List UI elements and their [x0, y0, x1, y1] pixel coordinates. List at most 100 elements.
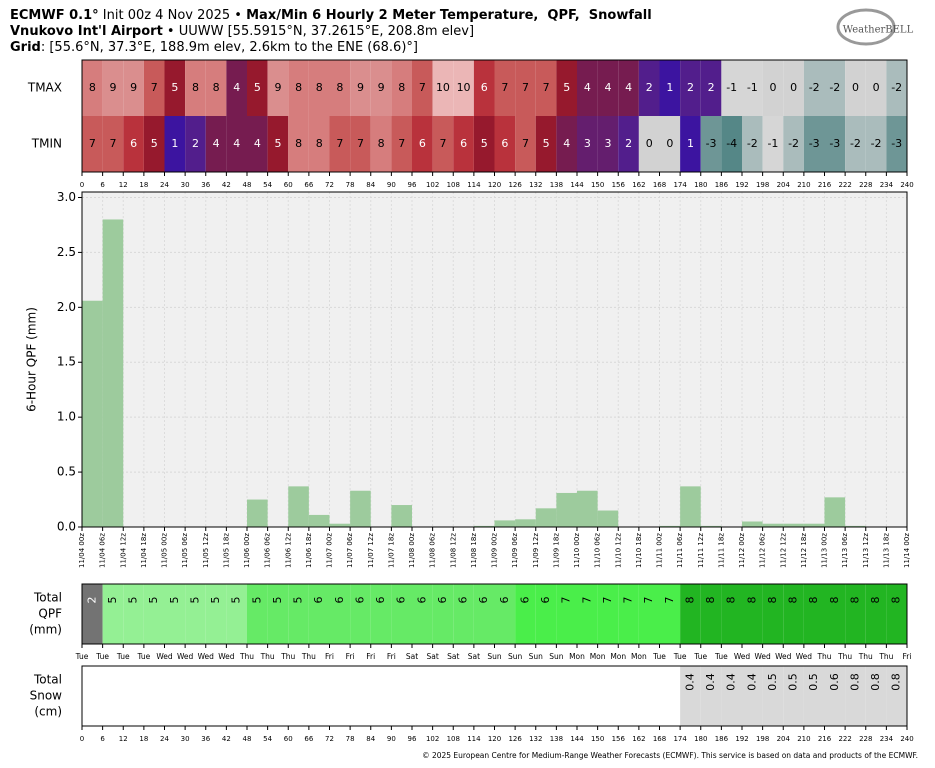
temp-cell [721, 60, 742, 116]
x-tick-label: 30 [181, 181, 190, 189]
bar [680, 486, 701, 527]
total-cell [205, 584, 227, 644]
y-axis-label: (mm) [29, 623, 62, 637]
total-cell [535, 584, 557, 644]
x-tick-label: Fri [346, 652, 355, 661]
temp-label: -3 [891, 137, 902, 150]
cell-label: 0.4 [683, 673, 696, 691]
total-cell [226, 584, 247, 644]
x-tick-label: 11/07 18z [387, 533, 395, 568]
temp-cell [412, 116, 433, 172]
station-info: • UUWW [55.5915°N, 37.2615°E, 208.8m ele… [163, 24, 474, 39]
total-cell [247, 584, 268, 644]
x-tick-label: 216 [818, 735, 832, 743]
temp-label: 8 [316, 137, 323, 150]
temp-label: 7 [398, 137, 405, 150]
x-tick-label: 102 [426, 181, 439, 189]
cell-label: 8 [745, 597, 758, 604]
x-tick-label: 180 [694, 181, 707, 189]
x-tick-label: 168 [653, 181, 666, 189]
grid-label: Grid [10, 40, 41, 55]
x-tick-label: 132 [529, 181, 542, 189]
cell-label: 7 [560, 597, 573, 604]
bar [577, 490, 598, 527]
x-tick-label: Sat [426, 652, 438, 661]
x-tick-label: 90 [387, 181, 396, 189]
x-tick-label: 11/05 06z [181, 533, 189, 568]
bar [783, 523, 804, 527]
cell-label: 0.4 [725, 673, 738, 691]
cell-label: 6 [518, 597, 531, 604]
x-tick-label: 0 [80, 735, 84, 743]
temp-label: -2 [850, 137, 861, 150]
total-cell [308, 584, 330, 644]
temp-label: 8 [336, 81, 343, 94]
x-tick-label: 228 [859, 181, 872, 189]
cell-label: 8 [890, 597, 903, 604]
bar [391, 505, 412, 527]
temp-cell [102, 60, 124, 116]
bar [742, 521, 763, 527]
x-tick-label: 186 [715, 735, 729, 743]
x-tick-label: 78 [346, 181, 355, 189]
temp-label: 8 [192, 81, 199, 94]
total-cell [700, 584, 722, 644]
temp-label: 8 [295, 137, 302, 150]
temp-cell [515, 60, 536, 116]
temp-label: 5 [171, 81, 178, 94]
x-tick-label: 11/10 00z [573, 533, 581, 568]
temp-label: 2 [708, 81, 715, 94]
x-tick-label: 126 [508, 735, 522, 743]
temp-cell [329, 116, 351, 172]
x-tick-label: 11/12 06z [759, 533, 767, 568]
temp-cell [247, 60, 268, 116]
x-tick-label: Sat [447, 652, 459, 661]
temp-cell [659, 60, 681, 116]
temp-cell [185, 60, 206, 116]
cell-label: 6 [395, 597, 408, 604]
temp-cell [143, 60, 165, 116]
bar [845, 525, 866, 527]
x-tick-label: 11/13 00z [821, 533, 829, 568]
x-tick-label: 60 [284, 735, 293, 743]
temp-label: 8 [295, 81, 302, 94]
temp-label: 5 [543, 137, 550, 150]
cell-label: 0.4 [745, 673, 758, 691]
temp-label: 4 [625, 81, 632, 94]
x-tick-label: 120 [488, 181, 501, 189]
x-tick-label: Thu [816, 652, 831, 661]
temp-cell [473, 116, 495, 172]
bar [700, 525, 722, 527]
temp-label: -1 [726, 81, 737, 94]
temp-label: 6 [130, 137, 137, 150]
temp-cell [205, 60, 227, 116]
temp-label: 4 [563, 137, 570, 150]
temp-cell [515, 116, 536, 172]
x-tick-label: 120 [488, 735, 501, 743]
cell-label: 6 [415, 597, 428, 604]
temp-cell [700, 60, 722, 116]
temp-cell [535, 116, 557, 172]
cell-label: 7 [663, 597, 676, 604]
temp-label: 8 [316, 81, 323, 94]
x-tick-label: 234 [880, 181, 894, 189]
x-tick-label: 36 [201, 735, 210, 743]
x-tick-label: Tue [75, 652, 89, 661]
x-tick-label: 11/04 06z [99, 533, 107, 568]
total-cell [515, 584, 536, 644]
total-cell [845, 666, 866, 726]
temp-label: -2 [747, 137, 758, 150]
x-tick-label: 198 [756, 735, 769, 743]
cell-label: 6 [498, 597, 511, 604]
temp-label: 4 [213, 137, 220, 150]
x-tick-label: 144 [570, 181, 584, 189]
total-cell [432, 584, 454, 644]
x-tick-label: 11/09 00z [491, 533, 499, 568]
x-tick-label: 174 [673, 181, 687, 189]
temp-label: -3 [809, 137, 820, 150]
total-cell [824, 584, 846, 644]
total-cell [618, 584, 639, 644]
x-tick-label: 11/14 00z [903, 533, 911, 568]
